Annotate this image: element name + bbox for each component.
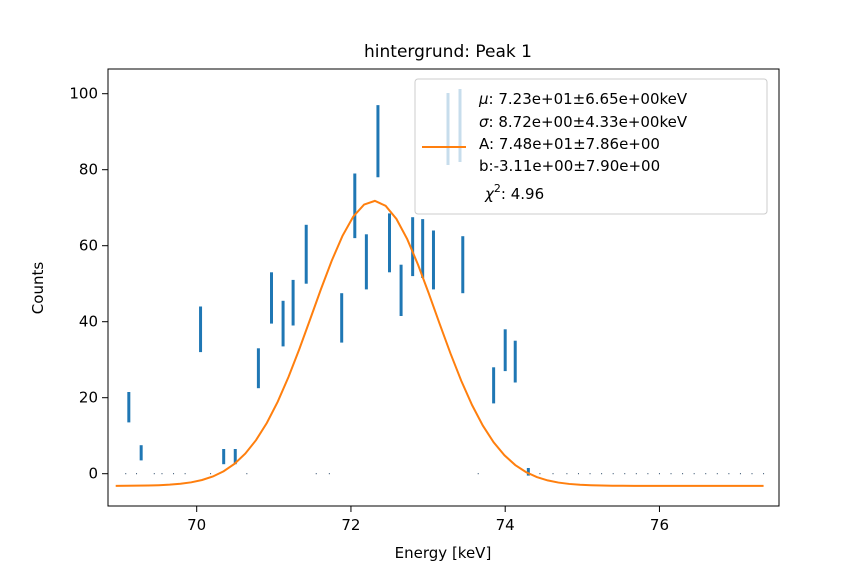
zero-count-point — [246, 473, 248, 475]
zero-count-point — [658, 473, 660, 475]
y-tick-label: 100 — [69, 85, 98, 103]
zero-count-point — [161, 473, 163, 475]
plot-frame — [107, 68, 780, 507]
zero-count-point — [136, 473, 138, 475]
zero-count-point — [716, 473, 718, 475]
zero-count-point — [539, 473, 541, 475]
legend-entry-mu: μ: 7.23e+01±6.65e+00keV — [478, 90, 688, 108]
zero-count-point — [184, 473, 186, 475]
zero-count-point — [601, 473, 603, 475]
zero-count-point — [624, 473, 626, 475]
y-tick-label: 40 — [79, 313, 98, 331]
zero-count-point — [647, 473, 649, 475]
y-axis-label: Counts — [29, 262, 47, 315]
zero-count-point — [751, 473, 753, 475]
legend-chi2-value: : 4.96 — [501, 185, 544, 203]
x-tick-label: 72 — [341, 516, 360, 534]
sigma-symbol: σ — [479, 113, 489, 131]
x-axis-label: Energy [keV] — [395, 544, 492, 562]
fit-curve — [115, 199, 764, 487]
zero-count-point — [210, 473, 212, 475]
axis-ticks: 70 72 74 76 0 20 40 60 80 100 — [69, 85, 669, 534]
zero-count-point — [328, 473, 330, 475]
y-tick-label: 0 — [88, 465, 98, 483]
zero-count-point — [635, 473, 637, 475]
zero-count-point — [763, 473, 765, 475]
plot-marks — [115, 105, 765, 487]
legend-mu-value: 7.23e+01±6.65e+00keV — [498, 90, 688, 108]
zero-count-point — [589, 473, 591, 475]
zero-count-point — [566, 473, 568, 475]
zero-count-point — [705, 473, 707, 475]
zero-count-point — [153, 473, 155, 475]
zero-count-point — [315, 473, 317, 475]
chart-title: hintergrund: Peak 1 — [364, 42, 532, 62]
legend-entry-chi2: χ2: 4.96 — [484, 182, 544, 203]
legend-sigma-value: 8.72e+00±4.33e+00keV — [498, 113, 688, 131]
zero-count-point — [670, 473, 672, 475]
zero-count-point — [693, 473, 695, 475]
y-tick-label: 20 — [79, 389, 98, 407]
legend-entry-sigma: σ: 8.72e+00±4.33e+00keV — [479, 113, 688, 131]
y-tick-label: 60 — [79, 237, 98, 255]
legend-entry-amplitude: A: 7.48e+01±7.86e+00 — [479, 135, 660, 153]
legend: μ: 7.23e+01±6.65e+00keV σ: 8.72e+00±4.33… — [414, 78, 768, 215]
zero-count-point — [173, 473, 175, 475]
chi-symbol: χ — [484, 185, 495, 203]
x-tick-label: 76 — [650, 516, 669, 534]
zero-count-point — [577, 473, 579, 475]
y-tick-label: 80 — [79, 161, 98, 179]
zero-count-point — [739, 473, 741, 475]
zero-count-point — [612, 473, 614, 475]
zero-count-point — [552, 473, 554, 475]
zero-count-point — [682, 473, 684, 475]
zero-count-point — [477, 473, 479, 475]
x-tick-label: 74 — [496, 516, 515, 534]
x-tick-label: 70 — [187, 516, 206, 534]
zero-count-point — [728, 473, 730, 475]
mu-symbol: μ — [478, 90, 489, 108]
legend-entry-offset: b:-3.11e+00±7.90e+00 — [479, 157, 660, 175]
chi-superscript: 2 — [494, 182, 501, 195]
legend-box — [414, 78, 768, 215]
zero-count-point — [125, 473, 127, 475]
